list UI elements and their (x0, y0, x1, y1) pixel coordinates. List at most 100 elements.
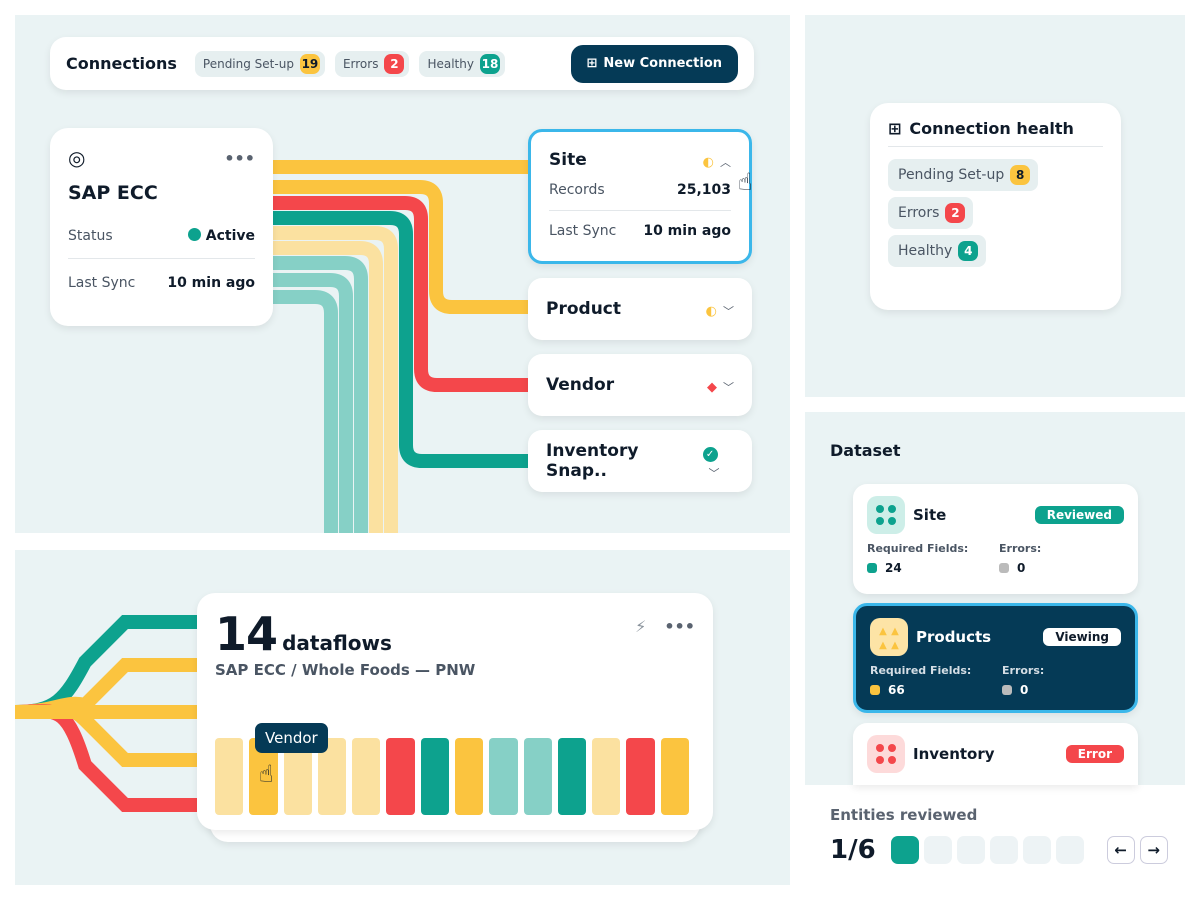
source-name: SAP ECC (68, 182, 158, 204)
count-badge: 2 (384, 53, 405, 74)
teal-square-icon (867, 563, 877, 573)
prev-button[interactable]: ← (1106, 836, 1135, 864)
hierarchy-icon: ⊞ (888, 119, 902, 138)
chevron-down-icon[interactable]: ﹀ (723, 380, 734, 394)
dataflow-bar[interactable] (454, 738, 484, 815)
target-name: Site (549, 150, 587, 170)
target-vendor[interactable]: Vendor ◆ ﹀ (528, 354, 752, 416)
dataflow-bar[interactable] (386, 738, 415, 815)
required-label: Required Fields: (870, 664, 972, 677)
progress-step (890, 836, 919, 864)
target-inventory[interactable]: Inventory Snap.. ✓ ﹀ (528, 430, 752, 492)
dataset-item-products[interactable]: ▲ ▲ ▲ ▲ Products Viewing Required Fields: 66 E… (853, 603, 1138, 713)
target-name: Vendor (546, 375, 615, 395)
gray-square-icon (999, 563, 1009, 573)
target-name: Inventory Snap.. (546, 441, 639, 481)
dataset-item-site[interactable]: Site Reviewed Required Fields: 24 Errors: 0 (853, 484, 1138, 594)
plug-icon[interactable]: ⚡ (635, 617, 647, 636)
chevron-down-icon[interactable]: ﹀ (723, 304, 734, 318)
pill-label: Healthy (427, 56, 474, 71)
dataflow-bars (215, 738, 689, 815)
chevron-down-icon[interactable]: ﹀ (708, 466, 720, 480)
pending-icon: ◐ (702, 154, 714, 170)
add-screen-icon: ⊞ (586, 56, 598, 71)
dataflow-bar[interactable] (660, 738, 689, 815)
pending-icon: ◐ (705, 303, 717, 319)
error-icon: ◆ (707, 379, 717, 395)
active-dot-icon (187, 228, 201, 241)
dataset-item-inventory[interactable]: Inventory Error (853, 723, 1138, 785)
count-badge: 19 (299, 53, 320, 74)
next-button[interactable]: → (1139, 836, 1168, 864)
dataflow-bar[interactable] (489, 738, 518, 815)
required-value: 66 (888, 683, 905, 697)
entities-reviewed-label: Entities reviewed (830, 806, 978, 824)
flow-line-unmapped (265, 256, 368, 533)
site-grid-icon (867, 496, 905, 534)
pending-filter[interactable]: Pending Set-up 19 (194, 50, 325, 77)
pill-label: Errors (342, 56, 379, 71)
healthy-filter[interactable]: Healthy 18 (419, 50, 505, 77)
dataset-name: Site (913, 506, 947, 524)
hand-cursor-icon: ☝ (738, 168, 753, 196)
sync-label: Last Sync (549, 223, 617, 239)
count-badge: 18 (479, 53, 500, 74)
viewing-tag: Viewing (1043, 628, 1121, 646)
target-product[interactable]: Product ◐ ﹀ (528, 278, 752, 340)
hand-cursor-icon: ☝ (259, 760, 274, 788)
dataflow-subtitle: SAP ECC / Whole Foods — PNW (215, 661, 476, 679)
flow-line-vendor (265, 196, 535, 392)
chevron-up-icon[interactable]: ︿ (720, 155, 731, 169)
health-errors[interactable]: Errors 2 (888, 197, 974, 229)
progress-steps (890, 836, 1084, 864)
tooltip-text: Vendor (265, 729, 318, 747)
records-value: 25,103 (676, 182, 731, 198)
errors-filter[interactable]: Errors 2 (334, 50, 410, 77)
count-badge: 2 (945, 203, 966, 223)
dataflow-bar[interactable] (523, 738, 552, 815)
health-pending[interactable]: Pending Set-up 8 (888, 159, 1039, 191)
new-connection-button[interactable]: ⊞ New Connection (570, 44, 738, 83)
dataflow-bar[interactable] (557, 738, 587, 815)
page-title: Connections (66, 54, 177, 73)
required-label: Required Fields: (867, 542, 969, 555)
dataflow-bar[interactable] (420, 738, 449, 815)
pill-label: Pending Set-up (898, 167, 1005, 183)
health-title-text: Connection health (909, 119, 1074, 138)
dataflow-bar[interactable] (215, 738, 244, 815)
progress-count: 1/6 (830, 835, 876, 865)
status-label: Status (68, 228, 113, 244)
dataflow-bar[interactable] (626, 738, 655, 815)
more-options-icon[interactable]: ••• (224, 148, 255, 168)
button-label: New Connection (603, 56, 722, 71)
errors-label: Errors: (1002, 664, 1045, 677)
health-healthy[interactable]: Healthy 4 (888, 235, 987, 267)
check-icon: ✓ (702, 446, 718, 462)
flow-line-product (265, 180, 535, 314)
records-label: Records (549, 182, 605, 198)
more-options-icon[interactable]: ••• (664, 617, 695, 636)
flow-line-unmapped (265, 290, 338, 533)
dataflow-bar[interactable] (352, 738, 381, 815)
progress-step (923, 836, 952, 864)
yellow-square-icon (870, 685, 880, 695)
flow-line-unmapped (265, 241, 383, 533)
source-card: ◎ ••• SAP ECC Status Active Last Sync 10 mi… (50, 128, 273, 326)
status-text: Active (205, 228, 255, 244)
dataflow-bar[interactable] (592, 738, 621, 815)
progress-step (956, 836, 985, 864)
dataflow-unit: dataflows (282, 631, 392, 655)
errors-value: 0 (1020, 683, 1029, 697)
connection-health-card: ⊞ Connection health Pending Set-up 8 Error… (870, 103, 1121, 310)
dataflow-count: 14 (215, 607, 278, 661)
health-title: ⊞ Connection health (888, 119, 1103, 147)
dataset-name: Products (916, 628, 992, 646)
target-site[interactable]: Site ◐ ︿ Records 25,103 Last Sync 10 min ago (528, 129, 752, 264)
review-progress: 1/6 ← → (830, 835, 1168, 865)
dataset-title: Dataset (830, 441, 901, 460)
dataset-name: Inventory (913, 745, 995, 763)
count-badge: 4 (958, 241, 979, 261)
sync-value: 10 min ago (643, 223, 731, 239)
products-triangles-icon: ▲ ▲ ▲ ▲ (870, 618, 908, 656)
connections-header: Connections Pending Set-up 19 Errors 2 Hea… (50, 37, 754, 90)
